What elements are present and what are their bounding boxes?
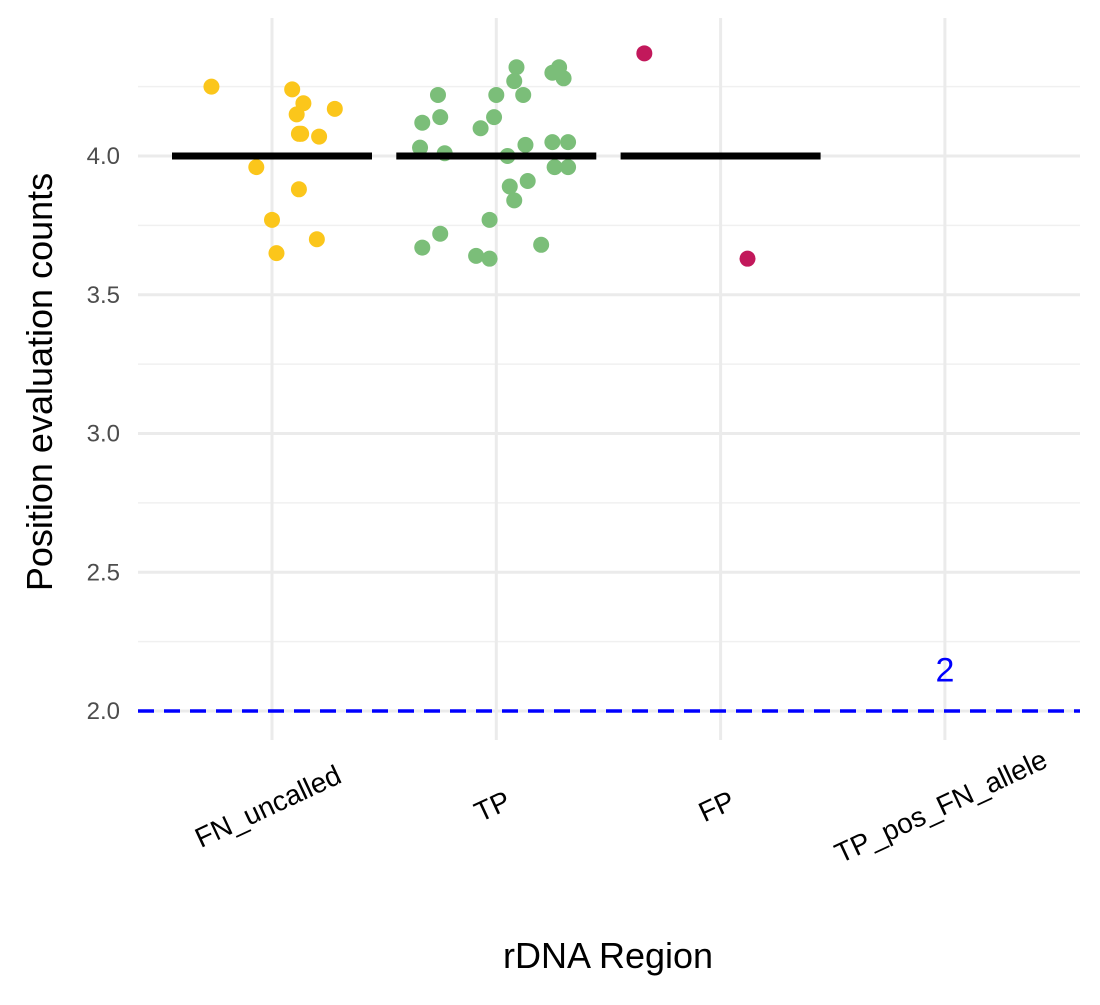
data-point: [515, 86, 532, 103]
data-point: [544, 134, 561, 151]
data-point: [481, 211, 498, 228]
x-tick-label: FN_uncalled: [190, 759, 346, 854]
x-tick-label: TP: [470, 785, 516, 828]
y-axis-ticks: 2.0 2.5 3.0 3.5 4.0: [87, 143, 120, 725]
data-point: [486, 109, 503, 126]
data-point: [412, 139, 429, 156]
data-point: [546, 159, 563, 176]
data-point: [533, 236, 550, 253]
data-point: [517, 136, 534, 153]
data-point: [311, 128, 328, 145]
x-tick-label: TP_pos_FN_allele: [830, 744, 1052, 869]
annotations: 2: [935, 651, 954, 689]
x-axis-ticks: FN_uncalled TP FP TP_pos_FN_allele: [190, 744, 1052, 869]
data-point: [432, 109, 449, 126]
data-point: [506, 73, 523, 90]
data-point: [429, 86, 446, 103]
y-tick-label: 2.5: [87, 559, 120, 586]
data-point: [203, 78, 220, 95]
data-point: [326, 100, 343, 117]
data-point: [739, 250, 756, 267]
data-point: [560, 134, 577, 151]
data-point: [519, 172, 536, 189]
data-point: [472, 120, 489, 137]
data-point: [555, 70, 572, 87]
data-point: [290, 181, 307, 198]
data-point: [268, 245, 285, 262]
data-point: [414, 239, 431, 256]
data-point: [501, 178, 518, 195]
grid-lines: [138, 18, 1080, 740]
y-tick-label: 3.0: [87, 421, 120, 448]
y-axis-title: Position evaluation counts: [19, 173, 60, 591]
data-point: [284, 81, 301, 98]
data-point: [481, 250, 498, 267]
data-point: [636, 45, 653, 62]
data-point: [506, 192, 523, 209]
y-tick-label: 3.5: [87, 282, 120, 309]
data-point: [248, 159, 265, 176]
data-point: [468, 247, 485, 264]
x-tick-label: FP: [694, 785, 740, 828]
x-axis-title: rDNA Region: [503, 935, 713, 976]
data-point: [488, 86, 505, 103]
data-point: [560, 159, 577, 176]
y-tick-label: 2.0: [87, 698, 120, 725]
data-point: [308, 231, 325, 248]
annotation-label: 2: [935, 651, 954, 689]
data-point: [264, 211, 280, 228]
y-tick-label: 4.0: [87, 143, 120, 170]
data-point: [293, 125, 310, 142]
data-point: [414, 114, 431, 131]
data-point: [288, 106, 305, 123]
data-point: [432, 225, 449, 242]
data-point: [508, 59, 525, 76]
